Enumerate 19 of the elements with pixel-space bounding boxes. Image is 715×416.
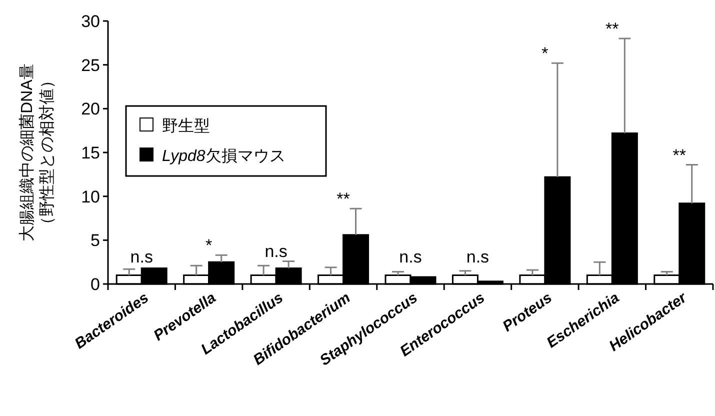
annotation: n.s [466,247,490,266]
legend-label: Lypd8欠損マウス [162,148,286,165]
y-tick-label: 30 [81,12,100,31]
annotation: ** [672,146,686,165]
annotation: n.s [264,242,288,262]
y-tick-label: 5 [90,231,100,250]
y-tick-label: 20 [81,100,100,119]
annotation: * [542,44,549,64]
annotation: ** [336,190,350,209]
annotation: * [206,236,213,256]
y-tick-label: 10 [81,187,100,206]
y-tick-label: 0 [90,275,100,294]
annotation: n.s [399,247,422,266]
y-tick-label: 25 [81,56,100,75]
annotation: n.s [130,247,153,266]
y-tick-label: 15 [81,144,100,162]
y-axis-title: 大腸組織中の細菌DNA量（野性型との相対値） [18,64,56,242]
legend-label: 野生型 [162,117,210,135]
annotation: ** [606,20,620,39]
